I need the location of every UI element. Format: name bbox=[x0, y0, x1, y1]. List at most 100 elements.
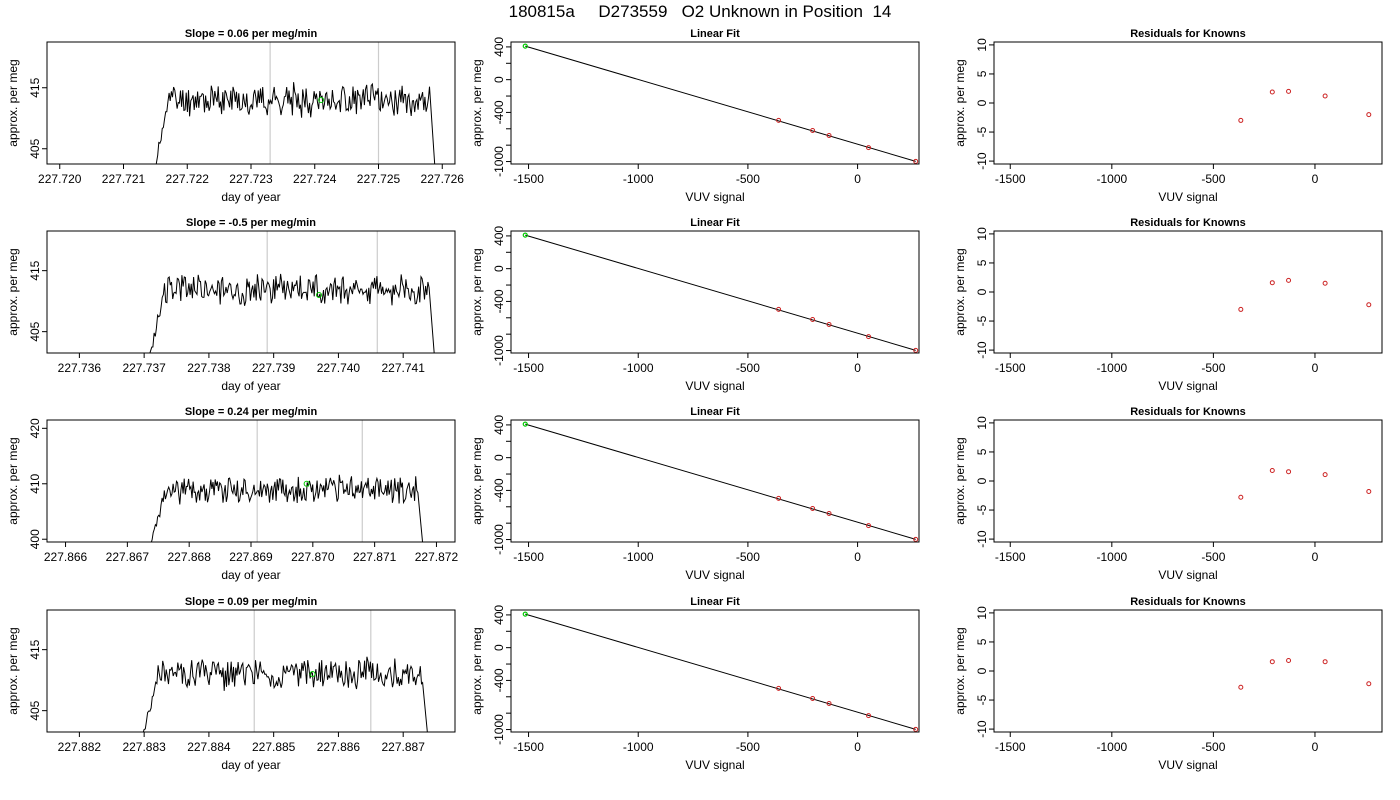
known-point bbox=[776, 685, 782, 691]
x-tick-label: 0 bbox=[1312, 361, 1319, 375]
y-tick-label: -5 bbox=[975, 315, 989, 326]
plot-area bbox=[1238, 468, 1372, 500]
y-tick-label: 0 bbox=[975, 288, 989, 295]
y-tick-label: -1000 bbox=[492, 146, 506, 177]
panel-frame bbox=[510, 41, 920, 165]
panel-1-1: Linear Fit -1500 -1000 -500 0 -1000 -400 0 400 VU… bbox=[470, 217, 920, 393]
x-tick-label: -500 bbox=[736, 172, 760, 186]
residual-point bbox=[1286, 277, 1292, 283]
panel-title: Linear Fit bbox=[690, 596, 740, 608]
plot-area bbox=[522, 43, 919, 164]
known-point bbox=[826, 322, 832, 328]
plot-area bbox=[522, 611, 919, 732]
x-tick-label: 227.868 bbox=[167, 550, 211, 564]
x-tick-label: 0 bbox=[854, 550, 861, 564]
known-point bbox=[776, 495, 782, 501]
panel-0-2: Residuals for Knowns -1500 -1000 -500 0 -10 -5… bbox=[953, 28, 1383, 204]
x-tick-label: 227.741 bbox=[381, 361, 425, 375]
y-tick-label: -5 bbox=[975, 504, 989, 515]
y-tick-label: 410 bbox=[28, 473, 42, 493]
known-point bbox=[913, 158, 919, 164]
panel-frame bbox=[510, 230, 920, 354]
y-tick-label: 0 bbox=[492, 454, 506, 461]
known-point bbox=[776, 306, 782, 312]
figure-title: 180815a D273559 O2 Unknown in Position 1… bbox=[508, 2, 892, 21]
panel-3-1: Linear Fit -1500 -1000 -500 0 -1000 -400 0 400 VU… bbox=[470, 596, 920, 772]
panel-2-2: Residuals for Knowns -1500 -1000 -500 0 -10 -5… bbox=[953, 406, 1383, 582]
x-tick-label: 227.866 bbox=[44, 550, 88, 564]
unknown-point bbox=[522, 43, 528, 49]
x-axis-label: VUV signal bbox=[1158, 190, 1217, 204]
known-point bbox=[826, 511, 832, 517]
x-tick-label: 227.882 bbox=[58, 740, 102, 754]
x-tick-label: 227.884 bbox=[187, 740, 231, 754]
y-tick-label: 0 bbox=[492, 265, 506, 272]
y-tick-label: -400 bbox=[492, 478, 506, 502]
x-axis-label: day of year bbox=[221, 758, 280, 772]
panel-3-2: Residuals for Knowns -1500 -1000 -500 0 -10 -5… bbox=[953, 596, 1383, 772]
residual-point bbox=[1238, 117, 1244, 123]
x-tick-label: 227.740 bbox=[317, 361, 361, 375]
y-tick-label: 0 bbox=[492, 76, 506, 83]
plot-area bbox=[1238, 88, 1372, 123]
x-tick-label: -500 bbox=[1201, 740, 1225, 754]
y-tick-label: 0 bbox=[975, 667, 989, 674]
x-tick-label: 227.871 bbox=[353, 550, 397, 564]
fit-line bbox=[525, 423, 916, 540]
unknown-point bbox=[316, 292, 322, 299]
fit-line bbox=[525, 234, 916, 351]
x-tick-label: 0 bbox=[1312, 740, 1319, 754]
y-tick-label: 400 bbox=[492, 37, 506, 57]
x-tick-label: -1500 bbox=[995, 361, 1026, 375]
x-tick-label: -1000 bbox=[1096, 740, 1127, 754]
plot-area bbox=[155, 42, 436, 164]
x-tick-label: 227.722 bbox=[166, 172, 210, 186]
x-tick-label: 227.883 bbox=[122, 740, 166, 754]
unknown-point bbox=[303, 480, 310, 487]
y-tick-label: -1000 bbox=[492, 335, 506, 366]
panel-title: Linear Fit bbox=[690, 406, 740, 418]
x-tick-label: 227.886 bbox=[317, 740, 361, 754]
y-tick-label: -5 bbox=[975, 126, 989, 137]
y-tick-label: 0 bbox=[975, 99, 989, 106]
y-tick-label: -400 bbox=[492, 289, 506, 313]
residual-point bbox=[1269, 659, 1275, 665]
x-axis-label: VUV signal bbox=[1158, 758, 1217, 772]
y-axis-label: approx. per meg bbox=[470, 627, 484, 714]
x-tick-label: -1500 bbox=[995, 740, 1026, 754]
plot-area bbox=[142, 610, 428, 732]
y-tick-label: 415 bbox=[28, 77, 42, 97]
panel-title: Residuals for Knowns bbox=[1130, 406, 1246, 418]
x-tick-label: -500 bbox=[1201, 361, 1225, 375]
x-axis-label: day of year bbox=[221, 190, 280, 204]
residual-point bbox=[1322, 93, 1328, 99]
known-point bbox=[913, 347, 919, 353]
y-tick-label: -5 bbox=[975, 694, 989, 705]
x-tick-label: -1500 bbox=[513, 740, 544, 754]
residual-point bbox=[1286, 658, 1292, 664]
y-tick-label: 405 bbox=[28, 321, 42, 341]
y-tick-label: 0 bbox=[975, 477, 989, 484]
x-tick-label: 227.726 bbox=[421, 172, 465, 186]
panel-title: Linear Fit bbox=[690, 217, 740, 229]
known-point bbox=[810, 128, 816, 134]
x-tick-label: 227.723 bbox=[229, 172, 273, 186]
panel-frame bbox=[46, 230, 456, 354]
panel-1-2: Residuals for Knowns -1500 -1000 -500 0 -10 -5… bbox=[953, 217, 1383, 393]
x-tick-label: 227.738 bbox=[187, 361, 231, 375]
x-tick-label: 227.867 bbox=[106, 550, 150, 564]
y-tick-label: 400 bbox=[492, 415, 506, 435]
residual-point bbox=[1269, 280, 1275, 286]
x-tick-label: 227.869 bbox=[229, 550, 273, 564]
x-tick-label: -1000 bbox=[623, 361, 654, 375]
y-tick-label: -10 bbox=[975, 152, 989, 170]
y-tick-label: 5 bbox=[975, 70, 989, 77]
panel-3-0: Slope = 0.09 per meg/min 227.882 227.883 22… bbox=[6, 596, 456, 772]
x-tick-label: 227.721 bbox=[102, 172, 146, 186]
signal-trace bbox=[142, 656, 428, 732]
plot-area bbox=[522, 232, 919, 353]
y-tick-label: 400 bbox=[28, 529, 42, 549]
residual-point bbox=[1238, 494, 1244, 500]
x-tick-label: -1000 bbox=[1096, 550, 1127, 564]
x-tick-label: 227.736 bbox=[58, 361, 102, 375]
